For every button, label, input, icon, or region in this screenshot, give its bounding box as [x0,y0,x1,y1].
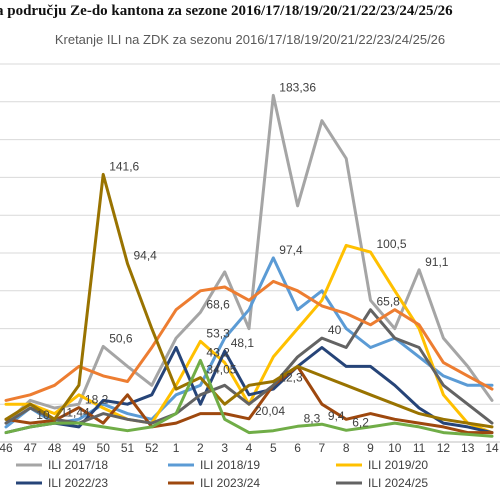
x-tick-label: 11 [413,441,426,455]
data-label: 91,1 [425,255,449,269]
x-tick-label: 49 [72,441,86,455]
x-tick-label: 5 [270,441,277,455]
data-label: 100,5 [377,237,407,251]
page-title: a području Ze-do kantona za sezone 2016/… [0,3,453,19]
x-tick-label: 14 [485,441,499,455]
legend-label: ILI 2022/23 [48,476,108,490]
legend-label: ILI 2024/25 [368,476,428,490]
ili-line-chart: Kretanje ILI na ZDK za sezonu 2016/17/18… [0,32,500,490]
legend-item: ILI 2023/24 [168,476,260,490]
x-tick-label: 46 [0,441,13,455]
legend-label: ILI 2019/20 [368,458,428,472]
chart-title: Kretanje ILI na ZDK za sezonu 2016/17/18… [55,32,445,47]
legend-label: ILI 2017/18 [48,458,108,472]
x-tick-label: 1 [173,441,180,455]
legend-label: ILI 2018/19 [200,458,260,472]
x-tick-label: 7 [319,441,326,455]
legend-item: ILI 2022/23 [16,476,108,490]
data-label: 43,2 [206,345,230,359]
x-tick-label: 8 [343,441,350,455]
chart-container: Kretanje ILI na ZDK za sezonu 2016/17/18… [0,24,500,500]
x-tick-label: 9 [367,441,374,455]
data-label: 141,6 [109,159,139,173]
x-tick-label: 47 [24,441,38,455]
data-label: 9,4 [328,409,345,423]
x-tick-label: 51 [121,441,135,455]
data-label: 183,36 [279,80,316,94]
x-tick-label: 13 [461,441,475,455]
legend-item: ILI 2017/18 [16,458,108,472]
series-lines [4,93,494,438]
series-line-5 [4,308,494,425]
data-label: 53,3 [206,326,230,340]
x-tick-label: 10 [388,441,402,455]
data-label: 12,3 [279,370,303,384]
data-label: 6,2 [352,415,369,429]
x-tick-label: 52 [145,441,159,455]
legend-item: ILI 2019/20 [336,458,428,472]
series-line-0 [4,93,494,425]
data-label: 94,4 [134,249,158,263]
data-label: 34,05 [206,363,236,377]
x-tick-label: 48 [48,441,62,455]
data-label: 20,04 [255,404,285,418]
data-label: 97,4 [279,243,303,257]
data-label: 65,8 [377,295,401,309]
series-line-8 [4,358,494,438]
series-line-6 [4,279,494,402]
series-line-3 [4,346,494,435]
x-tick-label: 3 [221,441,228,455]
data-label: 11,44 [61,405,90,419]
legend-item: ILI 2024/25 [336,476,428,490]
series-line-7 [4,172,494,429]
data-label: 40 [328,323,342,337]
data-label: 50,6 [109,331,133,345]
x-tick-label: 2 [197,441,204,455]
x-tick-label: 4 [246,441,253,455]
data-label: 18,2 [85,393,109,407]
gridlines [0,63,500,443]
legend-label: ILI 2023/24 [200,476,260,490]
data-label: 10 [36,408,50,422]
legend-item: ILI 2018/19 [168,458,260,472]
x-tick-label: 6 [294,441,301,455]
x-axis: 46 47 48 49 50 51 52 1 2 3 4 5 6 7 8 9 10 11 12 13 14 [0,441,500,455]
series-line-4 [4,364,494,435]
x-tick-label: 12 [437,441,451,455]
x-tick-label: 50 [97,441,111,455]
legend: ILI 2017/18 ILI 2018/19 ILI 2019/20 ILI 202… [16,458,428,490]
data-label: 68,6 [206,297,230,311]
data-labels: 183,36 141,6 100,5 97,4 94,4 91,1 68,6 65,8 50,6… [36,80,448,429]
data-label: 48,1 [231,336,255,350]
data-label: 8,3 [304,411,321,425]
